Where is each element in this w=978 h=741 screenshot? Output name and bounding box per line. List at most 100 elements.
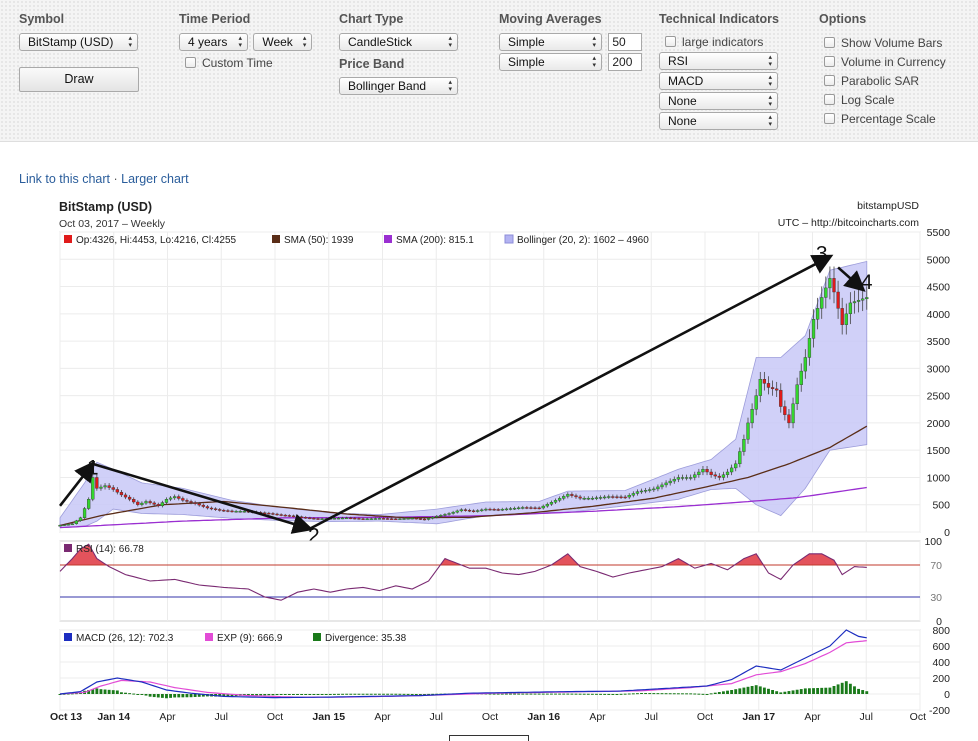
source-symbol: bitstampUSD xyxy=(857,200,919,212)
divergence-bar xyxy=(423,694,426,695)
candle-body xyxy=(160,502,165,507)
divergence-bar xyxy=(558,693,562,695)
divergence-bar xyxy=(627,693,631,695)
candle-body xyxy=(107,485,111,488)
candle-body xyxy=(357,518,361,520)
annotation-label: 1 xyxy=(87,457,99,480)
divergence-bar xyxy=(717,692,721,694)
link-to-chart-link[interactable]: Link to this chart xyxy=(19,172,111,186)
candle-body xyxy=(754,395,758,410)
divergence-bar xyxy=(320,694,324,695)
candle-body xyxy=(467,509,472,512)
candle-body xyxy=(394,518,398,520)
candle-body xyxy=(295,515,300,518)
divergence-bar xyxy=(173,694,177,698)
candle-body xyxy=(263,512,267,514)
divergence-bar xyxy=(595,693,598,695)
bollinger-legend-swatch xyxy=(504,234,514,244)
candle-body xyxy=(365,518,369,520)
candle-body xyxy=(852,301,857,304)
divergence-bar xyxy=(74,693,78,695)
candle-body xyxy=(111,487,115,490)
candle-body xyxy=(476,510,480,512)
divergence-bar xyxy=(230,694,234,697)
time-interval-select[interactable]: Week xyxy=(253,33,313,51)
macd-tick-label: 800 xyxy=(932,625,950,637)
log-scale-checkbox[interactable] xyxy=(824,94,835,105)
divergence-bar xyxy=(156,694,160,698)
divergence-bar xyxy=(283,694,287,695)
candle-body xyxy=(181,498,185,501)
ma2-type-select[interactable]: Simple xyxy=(499,53,602,71)
divergence-bar xyxy=(177,694,181,698)
draw-button[interactable]: Draw xyxy=(19,67,139,92)
divergence-bar xyxy=(582,693,586,695)
ma1-period-input[interactable]: 50 xyxy=(608,33,643,51)
candle-body xyxy=(173,496,177,499)
divergence-bar xyxy=(369,693,373,695)
candle-body xyxy=(304,517,308,519)
candle-body xyxy=(82,508,87,519)
percentage-scale-checkbox[interactable] xyxy=(824,113,835,124)
divergence-bar xyxy=(398,693,402,695)
indicator-select-2[interactable]: MACD xyxy=(659,72,778,90)
divergence-bar xyxy=(775,691,779,694)
large-indicators-checkbox[interactable] xyxy=(665,36,676,47)
candle-body xyxy=(820,297,824,309)
macd-legend-text: MACD (26, 12): 702.3 xyxy=(76,633,174,644)
price-tick-label: 1000 xyxy=(927,472,951,484)
candle-body xyxy=(549,502,554,505)
chart-title: BitStamp (USD) xyxy=(59,200,152,214)
price-tick-label: 3500 xyxy=(927,336,951,348)
x-tick-label: Jul xyxy=(645,711,658,723)
candle-body xyxy=(140,502,144,505)
time-range-select[interactable]: 4 years xyxy=(179,33,248,51)
chart-subtitle: Oct 03, 2017 – Weekly xyxy=(59,218,166,230)
candle-body xyxy=(230,510,234,513)
divergence-bar xyxy=(672,693,676,695)
divergence-bar xyxy=(738,688,742,694)
candle-body xyxy=(74,520,79,525)
ma1-type-select[interactable]: Simple xyxy=(499,33,602,51)
divergence-bar xyxy=(529,693,533,695)
show-volume-bars-checkbox[interactable] xyxy=(824,37,835,48)
indicator-select-4[interactable]: None xyxy=(659,112,778,130)
divergence-bar xyxy=(545,693,549,695)
candle-body xyxy=(603,496,607,499)
ma2-period-input[interactable]: 200 xyxy=(608,53,643,71)
divergence-bar xyxy=(578,693,582,695)
candle-body xyxy=(447,513,451,515)
indicator-select-1[interactable]: RSI xyxy=(659,52,778,70)
options-group: Options Show Volume Bars Volume in Curre… xyxy=(819,12,946,128)
larger-chart-link[interactable]: Larger chart xyxy=(121,172,189,186)
price-panel: 0 500 1000 1500 2000 2500 3000 3500 4000 4500 5000… xyxy=(58,227,951,548)
candle-body xyxy=(119,491,124,496)
custom-time-checkbox[interactable] xyxy=(185,57,196,68)
volume-in-currency-checkbox[interactable] xyxy=(824,56,835,67)
candle-body xyxy=(398,518,402,520)
candle-body xyxy=(590,497,595,500)
candle-body xyxy=(414,517,418,520)
divergence-bar xyxy=(267,694,271,696)
price-tick-label: 4000 xyxy=(927,309,951,321)
bottom-tab[interactable] xyxy=(449,735,529,741)
price-band-select[interactable]: Bollinger Band xyxy=(339,77,458,95)
divergence-bar xyxy=(697,693,701,695)
price-tick-label: 3000 xyxy=(927,363,951,375)
candle-body xyxy=(185,500,189,502)
chart-type-select[interactable]: CandleStick xyxy=(339,33,458,51)
candle-body xyxy=(631,493,635,496)
rsi-gridlines xyxy=(59,541,921,621)
candle-body xyxy=(574,495,578,498)
divergence-bar xyxy=(861,690,865,694)
candle-body xyxy=(312,517,316,520)
symbol-select[interactable]: BitStamp (USD) xyxy=(19,33,138,51)
parabolic-sar-checkbox[interactable] xyxy=(824,75,835,86)
candle-body xyxy=(152,502,156,505)
divergence-bar xyxy=(504,693,508,695)
indicator-select-3[interactable]: None xyxy=(659,92,778,110)
candle-body xyxy=(750,409,754,424)
parabolic-sar-label: Parabolic SAR xyxy=(841,73,920,88)
divergence-bar xyxy=(414,694,418,695)
candle-body xyxy=(766,383,771,388)
